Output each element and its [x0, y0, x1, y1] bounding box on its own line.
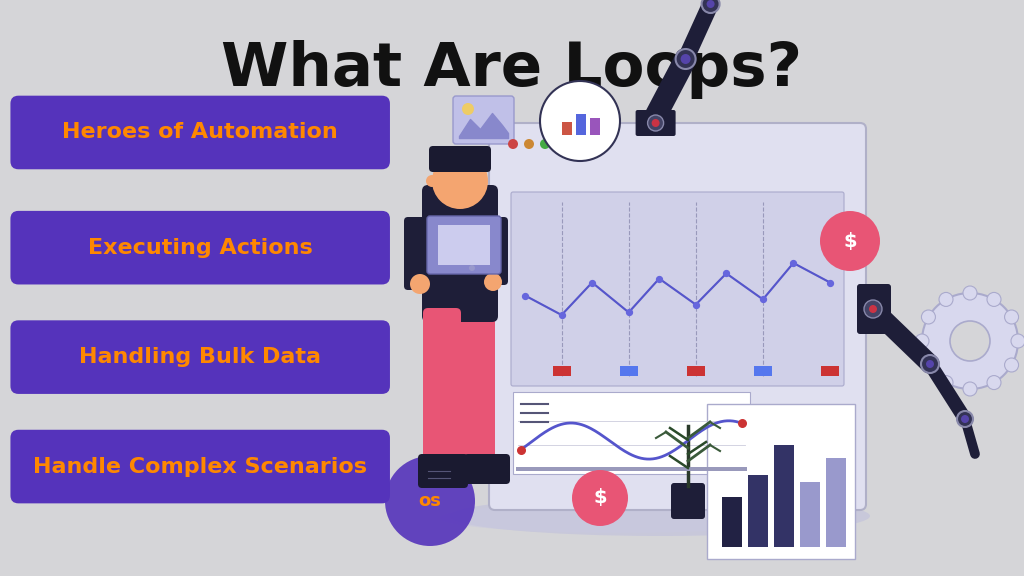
Bar [687, 366, 705, 376]
FancyBboxPatch shape [423, 308, 461, 466]
Circle shape [524, 139, 534, 149]
Bar [516, 467, 746, 471]
Text: $: $ [843, 232, 857, 251]
Circle shape [1005, 358, 1019, 372]
Circle shape [1005, 310, 1019, 324]
Bar [575, 114, 586, 135]
Circle shape [950, 321, 990, 361]
FancyBboxPatch shape [857, 284, 891, 334]
FancyBboxPatch shape [10, 320, 390, 394]
FancyBboxPatch shape [636, 110, 676, 136]
Circle shape [922, 358, 936, 372]
Bar [590, 118, 600, 135]
Text: Executing Actions: Executing Actions [88, 238, 312, 257]
Circle shape [963, 382, 977, 396]
FancyBboxPatch shape [10, 211, 390, 285]
FancyBboxPatch shape [453, 96, 514, 144]
Text: Handle Complex Scenarios: Handle Complex Scenarios [33, 457, 368, 476]
Point [785, 259, 802, 268]
FancyBboxPatch shape [511, 192, 844, 386]
Text: Heroes of Automation: Heroes of Automation [62, 123, 338, 142]
FancyBboxPatch shape [707, 404, 855, 559]
Circle shape [939, 376, 953, 389]
Circle shape [681, 54, 690, 64]
Circle shape [676, 49, 695, 69]
Bar [754, 366, 772, 376]
Point [553, 310, 569, 320]
Point [584, 278, 600, 287]
Text: os: os [419, 492, 441, 510]
Circle shape [921, 355, 939, 373]
Point [822, 278, 839, 287]
FancyBboxPatch shape [427, 216, 501, 274]
Circle shape [469, 265, 475, 271]
FancyBboxPatch shape [10, 430, 390, 503]
Circle shape [922, 293, 1018, 389]
Point [718, 269, 734, 278]
Circle shape [540, 139, 550, 149]
Circle shape [651, 119, 659, 127]
Ellipse shape [450, 496, 870, 536]
FancyBboxPatch shape [457, 306, 495, 471]
Bar [562, 123, 572, 135]
Ellipse shape [440, 503, 800, 533]
Bar [800, 482, 819, 547]
FancyBboxPatch shape [513, 392, 750, 474]
Circle shape [820, 211, 880, 271]
Point [651, 274, 668, 283]
Point [513, 445, 529, 454]
Circle shape [963, 286, 977, 300]
Circle shape [987, 376, 1001, 389]
Bar [620, 366, 638, 376]
Circle shape [426, 175, 438, 187]
Circle shape [701, 0, 720, 13]
Circle shape [961, 415, 969, 423]
Circle shape [484, 273, 502, 291]
Circle shape [647, 115, 664, 131]
Point [517, 291, 534, 300]
Circle shape [922, 310, 936, 324]
Bar [553, 366, 570, 376]
Circle shape [432, 153, 488, 209]
Circle shape [572, 470, 628, 526]
Circle shape [939, 293, 953, 306]
FancyBboxPatch shape [489, 123, 866, 510]
Circle shape [385, 456, 475, 546]
Circle shape [957, 411, 973, 427]
Circle shape [410, 274, 430, 294]
Circle shape [707, 0, 715, 8]
FancyBboxPatch shape [404, 217, 436, 290]
Point [687, 300, 703, 309]
Circle shape [869, 305, 877, 313]
Circle shape [926, 360, 934, 368]
Circle shape [540, 81, 620, 161]
FancyBboxPatch shape [438, 225, 490, 265]
Text: $: $ [593, 488, 607, 507]
Text: Handling Bulk Data: Handling Bulk Data [79, 347, 322, 367]
Point [755, 295, 771, 304]
FancyBboxPatch shape [422, 185, 498, 322]
Circle shape [987, 293, 1001, 306]
Circle shape [508, 139, 518, 149]
FancyBboxPatch shape [464, 454, 510, 484]
Bar [774, 445, 794, 547]
Bar [748, 475, 768, 547]
Circle shape [864, 300, 882, 318]
Bar [821, 366, 839, 376]
Point [621, 308, 637, 317]
Circle shape [915, 334, 929, 348]
Text: What Are Loops?: What Are Loops? [221, 40, 803, 98]
FancyBboxPatch shape [478, 217, 508, 285]
Bar [825, 458, 846, 547]
FancyBboxPatch shape [418, 454, 468, 488]
FancyBboxPatch shape [10, 96, 390, 169]
Bar [722, 497, 741, 547]
FancyBboxPatch shape [671, 483, 705, 519]
Point [733, 419, 750, 428]
Circle shape [1011, 334, 1024, 348]
FancyBboxPatch shape [429, 146, 490, 172]
Circle shape [462, 103, 474, 115]
